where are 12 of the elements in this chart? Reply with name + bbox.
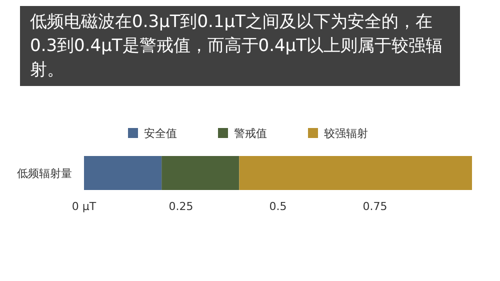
legend-label: 较强辐射 [324, 127, 368, 140]
x-tick-label: 0 μT [72, 200, 96, 213]
bar [239, 156, 472, 190]
x-tick-label: 0.5 [269, 200, 287, 213]
legend-label: 安全值 [144, 127, 177, 140]
chart-title: 低频电磁波在0.3μT到0.1μT之间及以下为安全的，在0.3到0.4μT是警戒值，而高于0.4μT以上则属于较强辐射。 [20, 6, 460, 86]
bar [84, 156, 162, 190]
x-tick-label: 0.25 [168, 200, 194, 213]
y-tick-label: 低频辐射量 [17, 167, 72, 180]
bar [162, 156, 240, 190]
legend-label: 警戒值 [234, 127, 267, 140]
x-tick-label: 0.75 [362, 200, 388, 213]
